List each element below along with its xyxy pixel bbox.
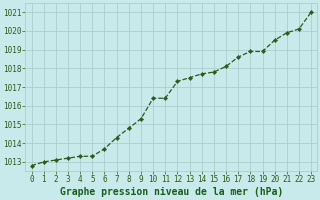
X-axis label: Graphe pression niveau de la mer (hPa): Graphe pression niveau de la mer (hPa) <box>60 187 283 197</box>
